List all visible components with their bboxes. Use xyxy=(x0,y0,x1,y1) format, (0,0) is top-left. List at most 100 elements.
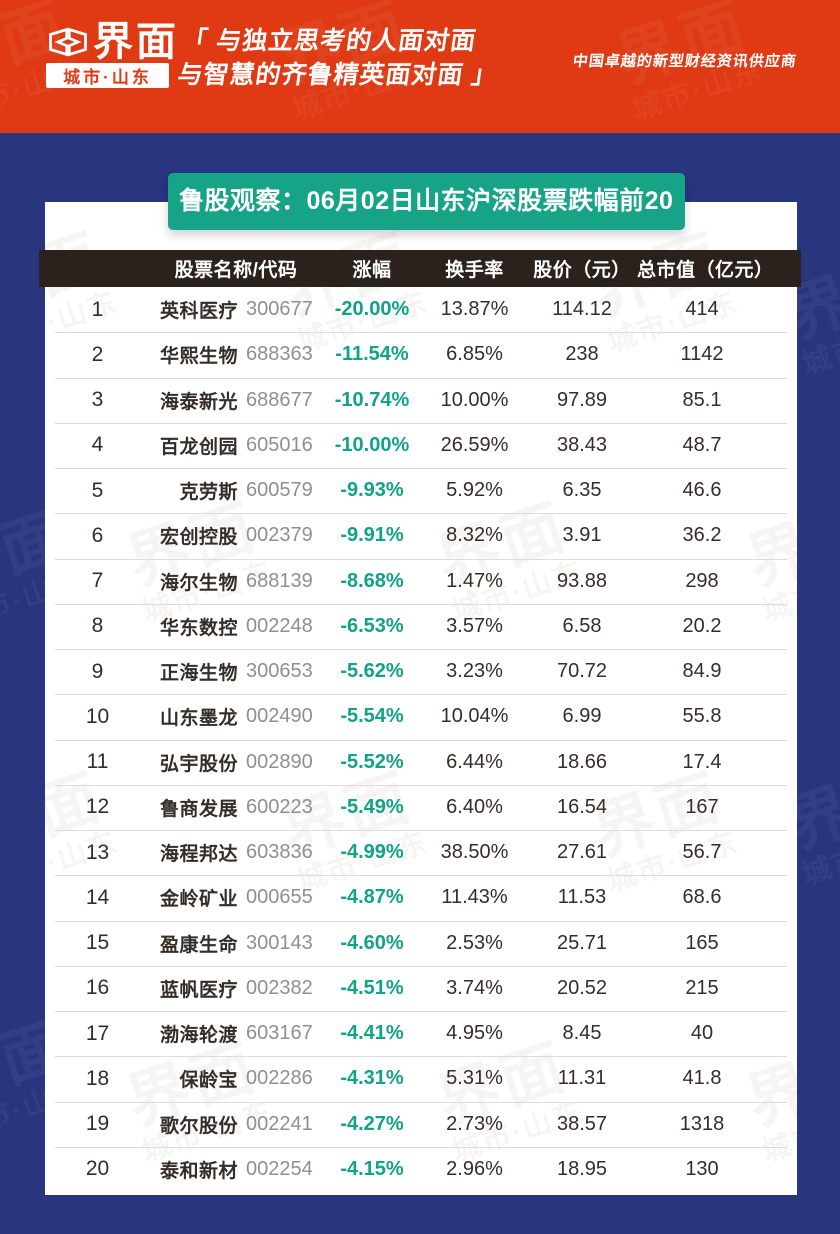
cell-rank: 13 xyxy=(85,840,110,864)
cell-market-cap: 167 xyxy=(685,795,719,818)
cell-change-percent: -4.15% xyxy=(340,1157,404,1180)
cell-market-cap: 40 xyxy=(690,1022,714,1045)
cell-market-cap: 414 xyxy=(685,298,719,321)
table-row: 18 保龄宝 002286 -4.31% 5.31% 11.31 41.8 xyxy=(45,1056,797,1101)
slogan: 「 与独立思考的人面对面 与智慧的齐鲁精英面对面 」 xyxy=(175,24,505,92)
cell-stock-name: 渤海轮渡 xyxy=(159,1025,238,1047)
table-row: 7 海尔生物 688139 -8.68% 1.47% 93.88 298 xyxy=(45,558,797,604)
cell-stock-code: 300677 xyxy=(246,298,313,321)
cell-turnover-rate: 26.59% xyxy=(440,433,509,456)
cell-turnover-rate: 1.47% xyxy=(446,569,503,592)
cell-rank: 16 xyxy=(85,976,110,1000)
cell-turnover-rate: 8.32% xyxy=(446,524,503,547)
cell-rank: 12 xyxy=(85,795,110,819)
cell-rank: 11 xyxy=(86,750,109,774)
table-row: 16 蓝帆医疗 002382 -4.51% 3.74% 20.52 215 xyxy=(45,965,797,1011)
cell-market-cap: 56.7 xyxy=(682,841,722,864)
table-row: 17 渤海轮渡 603167 -4.41% 4.95% 8.45 40 xyxy=(45,1011,797,1056)
cell-price: 3.91 xyxy=(562,524,602,547)
cell-price: 238 xyxy=(565,343,599,366)
cell-rank: 3 xyxy=(91,388,104,412)
cell-price: 6.99 xyxy=(562,705,602,728)
cell-stock-name: 保龄宝 xyxy=(179,1070,238,1092)
cell-rank: 20 xyxy=(85,1157,110,1181)
cell-stock-name: 泰和新材 xyxy=(159,1160,238,1182)
masthead: 界面 城市·山东 「 与独立思考的人面对面 与智慧的齐鲁精英面对面 」 中国卓越… xyxy=(0,0,840,133)
cell-change-percent: -4.99% xyxy=(340,841,404,864)
table-row: 14 金岭矿业 000655 -4.87% 11.43% 11.53 68.6 xyxy=(45,875,797,920)
cell-change-percent: -9.93% xyxy=(340,479,404,502)
cell-rank: 2 xyxy=(91,342,104,366)
slogan-line-2: 与智慧的齐鲁精英面对面 」 xyxy=(175,61,500,89)
cell-turnover-rate: 13.87% xyxy=(440,298,509,321)
cell-change-percent: -8.68% xyxy=(340,569,404,592)
cell-stock-code: 600579 xyxy=(246,479,313,502)
cell-change-percent: -4.60% xyxy=(340,931,404,954)
cell-rank: 1 xyxy=(91,297,104,321)
cell-stock-code: 002379 xyxy=(246,524,313,547)
cell-price: 6.35 xyxy=(562,479,602,502)
brand-name: 界面 xyxy=(93,20,179,64)
cell-stock-name: 海泰新光 xyxy=(159,391,238,413)
cell-turnover-rate: 3.57% xyxy=(446,614,503,637)
cell-market-cap: 215 xyxy=(685,976,719,999)
cell-turnover-rate: 6.44% xyxy=(446,750,503,773)
cell-price: 11.31 xyxy=(557,1067,607,1090)
cell-stock-name: 英科医疗 xyxy=(159,301,238,323)
cell-market-cap: 130 xyxy=(685,1157,719,1180)
cell-stock-name: 盈康生命 xyxy=(159,934,238,956)
cell-turnover-rate: 38.50% xyxy=(440,841,509,864)
cell-price: 38.43 xyxy=(556,433,608,456)
table-header-bar: 股票名称/代码 涨幅 换手率 股价（元） 总市值（亿元） xyxy=(39,250,801,287)
cell-stock-code: 300143 xyxy=(246,931,313,954)
cell-rank: 6 xyxy=(91,523,104,547)
cell-price: 114.12 xyxy=(552,298,612,321)
cell-change-percent: -9.91% xyxy=(340,524,404,547)
cell-stock-code: 600223 xyxy=(246,795,313,818)
cell-stock-code: 002248 xyxy=(246,614,313,637)
cell-price: 25.71 xyxy=(556,931,608,954)
cell-stock-name: 百龙创园 xyxy=(159,436,238,458)
table-row: 10 山东墨龙 002490 -5.54% 10.04% 6.99 55.8 xyxy=(45,694,797,739)
table-header-row: 股票名称/代码 涨幅 换手率 股价（元） 总市值（亿元） xyxy=(45,250,774,287)
cell-market-cap: 165 xyxy=(685,931,719,954)
cell-change-percent: -4.31% xyxy=(340,1067,404,1090)
cell-stock-code: 688363 xyxy=(246,343,313,366)
table-row: 5 克劳斯 600579 -9.93% 5.92% 6.35 46.6 xyxy=(45,468,797,513)
table-row: 3 海泰新光 688677 -10.74% 10.00% 97.89 85.1 xyxy=(45,377,797,423)
cell-market-cap: 84.9 xyxy=(682,660,722,683)
cell-change-percent: -10.00% xyxy=(334,433,410,456)
cell-change-percent: -4.51% xyxy=(340,976,404,999)
cell-rank: 15 xyxy=(85,931,110,955)
cell-stock-code: 002890 xyxy=(246,750,313,773)
cell-rank: 19 xyxy=(85,1112,110,1136)
cell-market-cap: 41.8 xyxy=(682,1067,722,1090)
cell-market-cap: 17.4 xyxy=(682,750,722,773)
cell-stock-name: 宏创控股 xyxy=(159,527,238,549)
table-row: 13 海程邦达 603836 -4.99% 38.50% 27.61 56.7 xyxy=(45,830,797,875)
cell-stock-code: 002241 xyxy=(246,1112,313,1135)
cell-rank: 17 xyxy=(85,1021,110,1045)
cell-market-cap: 48.7 xyxy=(682,433,722,456)
slogan-line-1: 「 与独立思考的人面对面 xyxy=(180,27,479,55)
cell-turnover-rate: 4.95% xyxy=(446,1022,503,1045)
cell-turnover-rate: 6.40% xyxy=(446,795,503,818)
header-market-cap: 总市值（亿元） xyxy=(637,260,774,281)
watermark-region: 城市·山东 xyxy=(798,309,840,382)
cell-stock-code: 002490 xyxy=(246,705,313,728)
cell-turnover-rate: 11.43% xyxy=(441,886,508,909)
cell-stock-name: 克劳斯 xyxy=(179,482,238,504)
table-row: 9 正海生物 300653 -5.62% 3.23% 70.72 84.9 xyxy=(45,649,797,694)
cell-market-cap: 1142 xyxy=(680,343,724,366)
cell-stock-name: 鲁商发展 xyxy=(159,798,238,820)
cell-stock-name: 海程邦达 xyxy=(159,844,238,866)
cell-price: 18.95 xyxy=(556,1157,608,1180)
table-row: 2 华熙生物 688363 -11.54% 6.85% 238 1142 xyxy=(45,332,797,377)
cell-market-cap: 68.6 xyxy=(682,886,722,909)
cell-change-percent: -4.27% xyxy=(340,1112,404,1135)
cell-rank: 10 xyxy=(85,704,110,728)
cell-rank: 18 xyxy=(85,1066,110,1090)
cell-stock-code: 605016 xyxy=(246,433,313,456)
brand-region-badge: 城市·山东 xyxy=(46,63,169,88)
cell-turnover-rate: 5.92% xyxy=(446,479,503,502)
